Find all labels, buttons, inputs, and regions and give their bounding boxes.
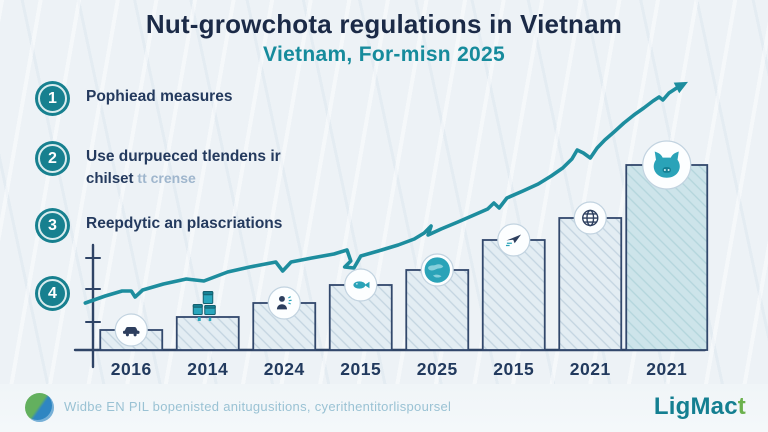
person-icon-badge: [267, 286, 301, 320]
globe-teal-icon: [424, 257, 450, 283]
x-axis-label: 2024: [264, 359, 305, 379]
trend-line: [83, 85, 680, 305]
brand-text-accent: t: [737, 393, 746, 420]
bar-2015: [481, 239, 546, 351]
step-number-badge: 1: [38, 84, 67, 113]
page-title: Nut-growchota regulations in Vietnam: [145, 9, 623, 39]
footer-band: [0, 384, 768, 432]
bar-2021: [625, 164, 709, 351]
trend-arrowhead: [673, 81, 688, 94]
footer-caption: Widbe EN PIL bopenisted anitugusitions, …: [64, 399, 452, 414]
brand-logo: LigMact: [654, 393, 746, 421]
step-label: Pophiead measures: [86, 88, 233, 105]
brand-text-main: LigMac: [653, 393, 738, 420]
x-axis-label: 2015: [493, 359, 534, 379]
step-number-badge: 3: [38, 211, 67, 240]
page-subtitle: Vietnam, For-misn 2025: [263, 43, 505, 66]
step-label: Use durpueced tlendens ir: [86, 148, 281, 165]
bar-2014: [175, 316, 240, 351]
step-label: Reepdytic an plascriations: [86, 215, 283, 232]
step-sublabel-dark: chilset: [86, 169, 134, 187]
step-sublabel-light: tt crense: [133, 169, 196, 186]
x-axis-label: 2014: [187, 359, 228, 379]
x-axis-label: 2021: [646, 359, 687, 379]
globe-leaf-logo-icon: [25, 393, 54, 422]
footer: Widbe EN PIL bopenisted anitugusitions, …: [0, 384, 768, 432]
step-number-badge: 2: [38, 144, 67, 173]
step-number-badge: 4: [38, 279, 67, 308]
x-axis-label: 2016: [111, 359, 152, 379]
step-sublabel: chilset tt crense: [86, 168, 321, 190]
x-axis-label: 2021: [570, 359, 611, 379]
bar-2021: [558, 217, 623, 351]
x-axis-label: 2015: [340, 359, 381, 379]
header: Nut-growchota regulations in Vietnam Vie…: [0, 9, 768, 67]
x-axis-label: 2025: [417, 359, 458, 379]
